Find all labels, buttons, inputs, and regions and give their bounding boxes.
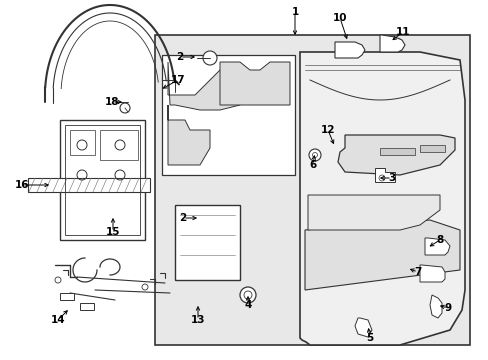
Text: 18: 18 bbox=[104, 97, 119, 107]
Text: 2: 2 bbox=[176, 52, 183, 62]
Polygon shape bbox=[354, 318, 371, 337]
Polygon shape bbox=[429, 295, 441, 318]
Polygon shape bbox=[168, 62, 240, 110]
Text: 5: 5 bbox=[366, 333, 373, 343]
Circle shape bbox=[240, 287, 256, 303]
Text: 7: 7 bbox=[413, 267, 421, 277]
Polygon shape bbox=[220, 62, 289, 105]
Text: 15: 15 bbox=[105, 227, 120, 237]
Polygon shape bbox=[419, 265, 444, 282]
Text: 3: 3 bbox=[387, 173, 395, 183]
Circle shape bbox=[203, 51, 217, 65]
Polygon shape bbox=[28, 178, 150, 192]
Text: 10: 10 bbox=[332, 13, 346, 23]
Polygon shape bbox=[334, 42, 364, 58]
Text: 16: 16 bbox=[15, 180, 29, 190]
Circle shape bbox=[142, 284, 148, 290]
Polygon shape bbox=[175, 205, 240, 280]
Polygon shape bbox=[60, 293, 74, 300]
Polygon shape bbox=[374, 168, 394, 182]
Polygon shape bbox=[80, 303, 94, 310]
Polygon shape bbox=[299, 52, 464, 345]
Polygon shape bbox=[424, 238, 449, 255]
Text: 1: 1 bbox=[291, 7, 298, 17]
Circle shape bbox=[120, 103, 130, 113]
Polygon shape bbox=[60, 120, 145, 240]
Text: 11: 11 bbox=[395, 27, 409, 37]
Text: 17: 17 bbox=[170, 75, 185, 85]
Circle shape bbox=[308, 149, 320, 161]
Text: 8: 8 bbox=[435, 235, 443, 245]
Polygon shape bbox=[307, 195, 439, 230]
Polygon shape bbox=[419, 145, 444, 152]
Text: 4: 4 bbox=[244, 300, 251, 310]
Text: 12: 12 bbox=[320, 125, 335, 135]
Polygon shape bbox=[379, 148, 414, 155]
Polygon shape bbox=[162, 55, 294, 175]
Circle shape bbox=[55, 277, 61, 283]
Text: 13: 13 bbox=[190, 315, 205, 325]
Text: 14: 14 bbox=[51, 315, 65, 325]
Polygon shape bbox=[168, 105, 209, 165]
Text: 2: 2 bbox=[179, 213, 186, 223]
Polygon shape bbox=[379, 35, 404, 52]
Text: 6: 6 bbox=[309, 160, 316, 170]
Text: 9: 9 bbox=[444, 303, 450, 313]
Polygon shape bbox=[155, 35, 469, 345]
Polygon shape bbox=[337, 135, 454, 175]
Polygon shape bbox=[305, 220, 459, 290]
